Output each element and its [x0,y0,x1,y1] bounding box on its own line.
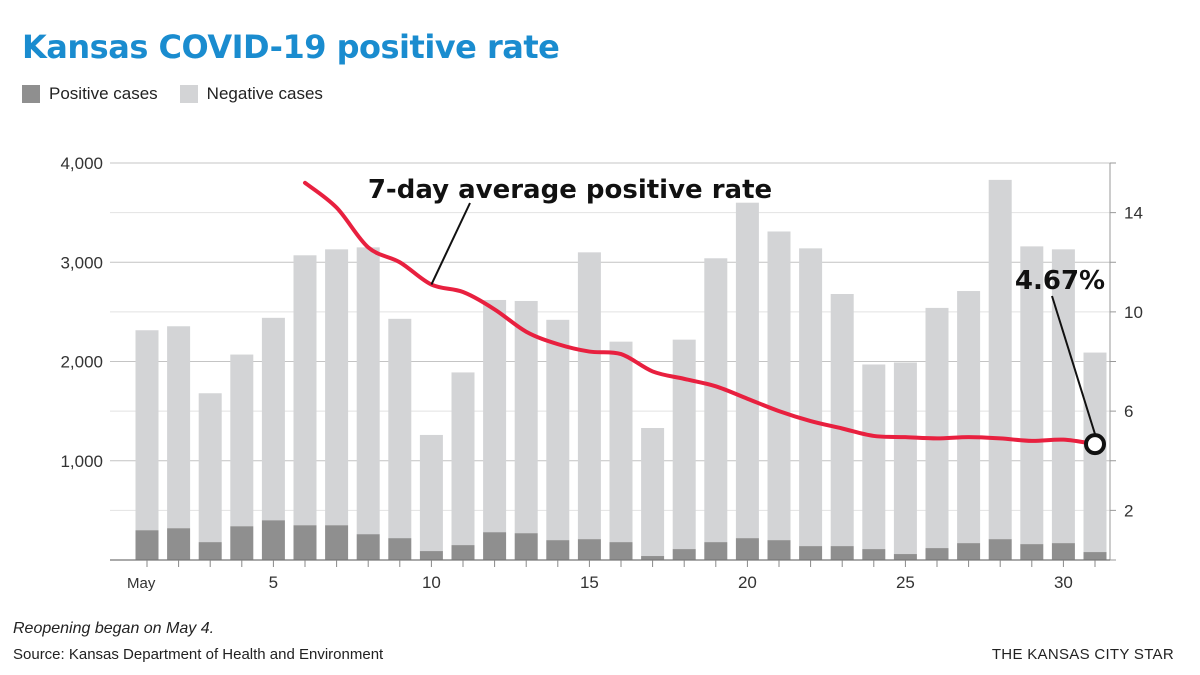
line-series-label: 7-day average positive rate [368,175,772,205]
bar-negative [957,291,981,544]
bar-negative [293,255,317,526]
bar-negative [830,294,854,547]
x-axis-tick-label: 15 [580,573,599,592]
bar-negative [577,252,601,540]
bar-positive [230,526,254,560]
bar-negative [451,372,475,546]
bar-negative [925,307,949,549]
latest-value-marker [1084,433,1106,456]
bar-negative [704,258,728,543]
bar-negative [641,427,665,557]
bar-negative [799,248,823,547]
bar-negative [230,354,254,527]
bar-negative [514,300,538,534]
source-text: Source: Kansas Department of Health and … [13,646,384,663]
bar-positive [356,534,380,560]
bar-positive [1020,544,1044,560]
bar-positive [957,543,981,560]
bar-negative [419,434,443,552]
left-axis-tick-label: 3,000 [60,253,103,272]
bar-positive [830,546,854,560]
bar-negative [672,339,696,550]
x-axis-tick-label: 10 [422,573,441,592]
bar-negative [609,341,633,543]
bar-positive [483,532,507,560]
bar-positive [451,545,475,560]
bar-positive [198,542,222,560]
bar-negative [135,330,159,531]
bar-negative [893,362,917,555]
x-axis-tick-label: 5 [269,573,278,592]
chart-title: Kansas COVID-19 positive rate [22,28,560,66]
bar-negative [167,326,191,529]
bar-positive [546,540,570,560]
legend-label-positive: Positive cases [49,84,158,103]
bar-positive [167,528,191,560]
legend-item-positive: Positive cases [22,84,158,104]
legend-swatch-positive [22,85,40,103]
bar-positive [1051,543,1075,560]
bar-negative [356,247,380,535]
bar-positive [135,530,159,560]
positive-rate-line [303,180,1097,447]
bar-positive [388,538,412,560]
line-label-leader [430,202,471,286]
bar-negative [483,299,507,533]
bar-positive [577,539,601,560]
bar-positive [609,542,633,560]
bar-positive [419,551,443,560]
legend-label-negative: Negative cases [206,84,323,103]
bar-positive [1083,552,1107,560]
bar-positive [293,525,317,560]
bar-positive [704,542,728,560]
bar-negative [988,179,1012,540]
bar-negative [1051,249,1075,544]
bar-positive [925,548,949,560]
bar-negative [198,393,222,543]
legend-item-negative: Negative cases [179,84,323,104]
left-axis-tick-label: 4,000 [60,154,103,173]
bar-positive [862,549,886,560]
right-axis-tick-label: 6 [1124,402,1133,421]
bar-negative [862,364,886,550]
bar-negative [767,231,791,541]
latest-value-label: 4.67% [1015,266,1105,296]
bar-positive [799,546,823,560]
bar-negative [261,317,285,521]
publisher-credit: THE KANSAS CITY STAR [991,646,1174,663]
bar-positive [988,539,1012,560]
x-axis-tick-label: 20 [738,573,757,592]
latest-value-leader [1051,295,1096,435]
x-axis-tick-label: May [127,575,156,592]
left-axis-tick-label: 2,000 [60,353,103,372]
right-axis-tick-label: 2 [1124,501,1133,520]
x-axis-tick-label: 25 [896,573,915,592]
bar-positive [514,533,538,560]
bar-positive [261,520,285,560]
legend: Positive cases Negative cases [22,84,345,104]
bar-negative [388,318,412,539]
bar-positive [641,556,665,560]
bar-positive [735,538,759,560]
x-axis-tick-label: 30 [1054,573,1073,592]
bar-negative [546,319,570,541]
bar-positive [767,540,791,560]
legend-swatch-negative [179,85,198,103]
bar-negative [325,249,349,526]
bar-negative [735,202,759,539]
bar-positive [893,554,917,560]
bar-positive [325,525,349,560]
right-axis-tick-label: 10 [1124,303,1143,322]
bar-positive [672,549,696,560]
right-axis-tick-label: 14 [1124,204,1143,223]
bar-negative [1020,246,1044,545]
reopening-note: Reopening began on May 4. [13,620,215,637]
left-axis-tick-label: 1,000 [60,452,103,471]
